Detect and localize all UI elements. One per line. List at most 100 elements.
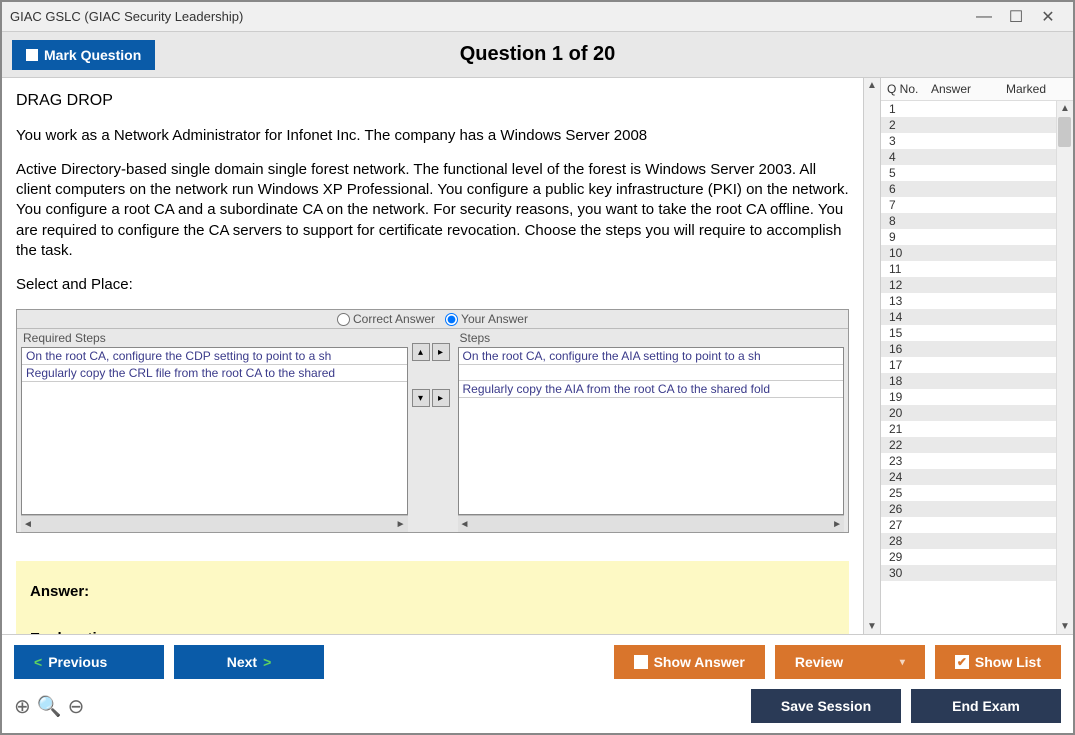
save-session-button[interactable]: Save Session (751, 689, 901, 723)
table-row[interactable]: 10 (881, 245, 1073, 261)
content-scrollbar[interactable]: ▲ ▼ (863, 78, 880, 634)
table-row[interactable]: 8 (881, 213, 1073, 229)
mark-question-label: Mark Question (44, 47, 141, 63)
table-row[interactable]: 29 (881, 549, 1073, 565)
explanation-label: Explanation: (30, 630, 835, 634)
table-row[interactable]: 2 (881, 117, 1073, 133)
question-list-sidebar: Q No. Answer Marked 12345678910111213141… (880, 78, 1073, 634)
table-row[interactable]: 12 (881, 277, 1073, 293)
scroll-right-icon[interactable]: ► (396, 519, 406, 530)
table-row[interactable]: 17 (881, 357, 1073, 373)
zoom-controls: ⊕ 🔍 ⊖ (14, 694, 84, 719)
scroll-left-icon[interactable]: ◄ (23, 519, 33, 530)
table-row[interactable]: 28 (881, 533, 1073, 549)
list-item[interactable]: Regularly copy the AIA from the root CA … (459, 381, 844, 398)
review-button[interactable]: Review ▾ (775, 645, 925, 679)
table-row[interactable]: 18 (881, 373, 1073, 389)
drag-tabs: Correct Answer Your Answer (17, 310, 848, 329)
show-list-label: Show List (975, 654, 1041, 670)
move-up-button[interactable]: ▴ (412, 343, 430, 361)
col-marked-header: Marked (1006, 82, 1067, 96)
table-row[interactable]: 7 (881, 197, 1073, 213)
table-row[interactable]: 23 (881, 453, 1073, 469)
drag-body: Required Steps On the root CA, configure… (17, 329, 848, 532)
required-steps-list[interactable]: On the root CA, configure the CDP settin… (21, 347, 408, 515)
maximize-icon[interactable]: ☐ (1009, 10, 1023, 24)
table-row[interactable]: 15 (881, 325, 1073, 341)
previous-button[interactable]: < Previous (14, 645, 164, 679)
minimize-icon[interactable]: — (977, 10, 991, 24)
move-left-button[interactable]: ▸ (432, 389, 450, 407)
scroll-left-icon[interactable]: ◄ (460, 519, 470, 530)
show-answer-label: Show Answer (654, 654, 745, 670)
table-row[interactable]: 11 (881, 261, 1073, 277)
table-row[interactable]: 3 (881, 133, 1073, 149)
table-row[interactable]: 19 (881, 389, 1073, 405)
end-exam-button[interactable]: End Exam (911, 689, 1061, 723)
close-icon[interactable]: ✕ (1041, 10, 1055, 24)
table-row[interactable]: 14 (881, 309, 1073, 325)
question-list[interactable]: 1234567891011121314151617181920212223242… (881, 101, 1073, 634)
chevron-right-icon: > (263, 654, 271, 670)
question-para1: You work as a Network Administrator for … (16, 126, 849, 146)
answer-label: Answer: (30, 583, 835, 600)
dropdown-icon: ▾ (900, 657, 905, 668)
show-list-button[interactable]: ✔ Show List (935, 645, 1061, 679)
radio-correct[interactable] (337, 313, 350, 326)
table-row[interactable]: 27 (881, 517, 1073, 533)
show-answer-button[interactable]: Show Answer (614, 645, 765, 679)
table-row[interactable]: 5 (881, 165, 1073, 181)
mark-question-button[interactable]: Mark Question (12, 40, 155, 70)
scroll-down-icon[interactable]: ▼ (867, 621, 877, 632)
titlebar: GIAC GSLC (GIAC Security Leadership) — ☐… (2, 2, 1073, 32)
scroll-up-icon[interactable]: ▲ (867, 80, 877, 91)
table-row[interactable]: 9 (881, 229, 1073, 245)
next-label: Next (227, 654, 257, 670)
scroll-down-icon[interactable]: ▼ (1060, 621, 1070, 632)
list-item[interactable]: On the root CA, configure the AIA settin… (459, 348, 844, 365)
content-area: DRAG DROP You work as a Network Administ… (2, 78, 880, 634)
zoom-reset-icon[interactable]: 🔍 (37, 694, 62, 719)
table-row[interactable]: 30 (881, 565, 1073, 581)
table-row[interactable]: 16 (881, 341, 1073, 357)
scroll-up-icon[interactable]: ▲ (1060, 103, 1070, 114)
table-row[interactable]: 1 (881, 101, 1073, 117)
tab-your-answer[interactable]: Your Answer (445, 312, 528, 326)
footer-row-1: < Previous Next > Show Answer Review ▾ ✔… (14, 645, 1061, 679)
table-row[interactable]: 4 (881, 149, 1073, 165)
move-down-button[interactable]: ▾ (412, 389, 430, 407)
table-row[interactable]: 13 (881, 293, 1073, 309)
review-label: Review (795, 654, 843, 670)
tab-correct-answer[interactable]: Correct Answer (337, 312, 435, 326)
table-row[interactable]: 25 (881, 485, 1073, 501)
list-item[interactable]: On the root CA, configure the CDP settin… (22, 348, 407, 365)
save-session-label: Save Session (781, 698, 871, 714)
hscroll-left[interactable]: ◄► (21, 515, 408, 532)
checkbox-icon (634, 655, 648, 669)
table-row[interactable]: 22 (881, 437, 1073, 453)
header-bar: Mark Question Question 1 of 20 (2, 32, 1073, 78)
list-item[interactable] (459, 365, 844, 381)
col-answer-header: Answer (931, 82, 1006, 96)
radio-your[interactable] (445, 313, 458, 326)
move-right-button[interactable]: ▸ (432, 343, 450, 361)
scroll-thumb[interactable] (1058, 117, 1071, 147)
zoom-out-icon[interactable]: ⊖ (68, 694, 85, 719)
footer-row-2: ⊕ 🔍 ⊖ Save Session End Exam (14, 689, 1061, 723)
qlist-scrollbar[interactable]: ▲ ▼ (1056, 101, 1073, 634)
table-row[interactable]: 20 (881, 405, 1073, 421)
scroll-right-icon[interactable]: ► (832, 519, 842, 530)
answer-box: Answer: Explanation: (16, 561, 849, 634)
body: DRAG DROP You work as a Network Administ… (2, 78, 1073, 634)
table-row[interactable]: 26 (881, 501, 1073, 517)
table-row[interactable]: 24 (881, 469, 1073, 485)
zoom-in-icon[interactable]: ⊕ (14, 694, 31, 719)
steps-list[interactable]: On the root CA, configure the AIA settin… (458, 347, 845, 515)
hscroll-right[interactable]: ◄► (458, 515, 845, 532)
checkbox-icon (26, 49, 38, 61)
drag-move-buttons: ▴ ▸ ▾ ▸ (412, 329, 454, 532)
next-button[interactable]: Next > (174, 645, 324, 679)
list-item[interactable]: Regularly copy the CRL file from the roo… (22, 365, 407, 382)
table-row[interactable]: 6 (881, 181, 1073, 197)
table-row[interactable]: 21 (881, 421, 1073, 437)
